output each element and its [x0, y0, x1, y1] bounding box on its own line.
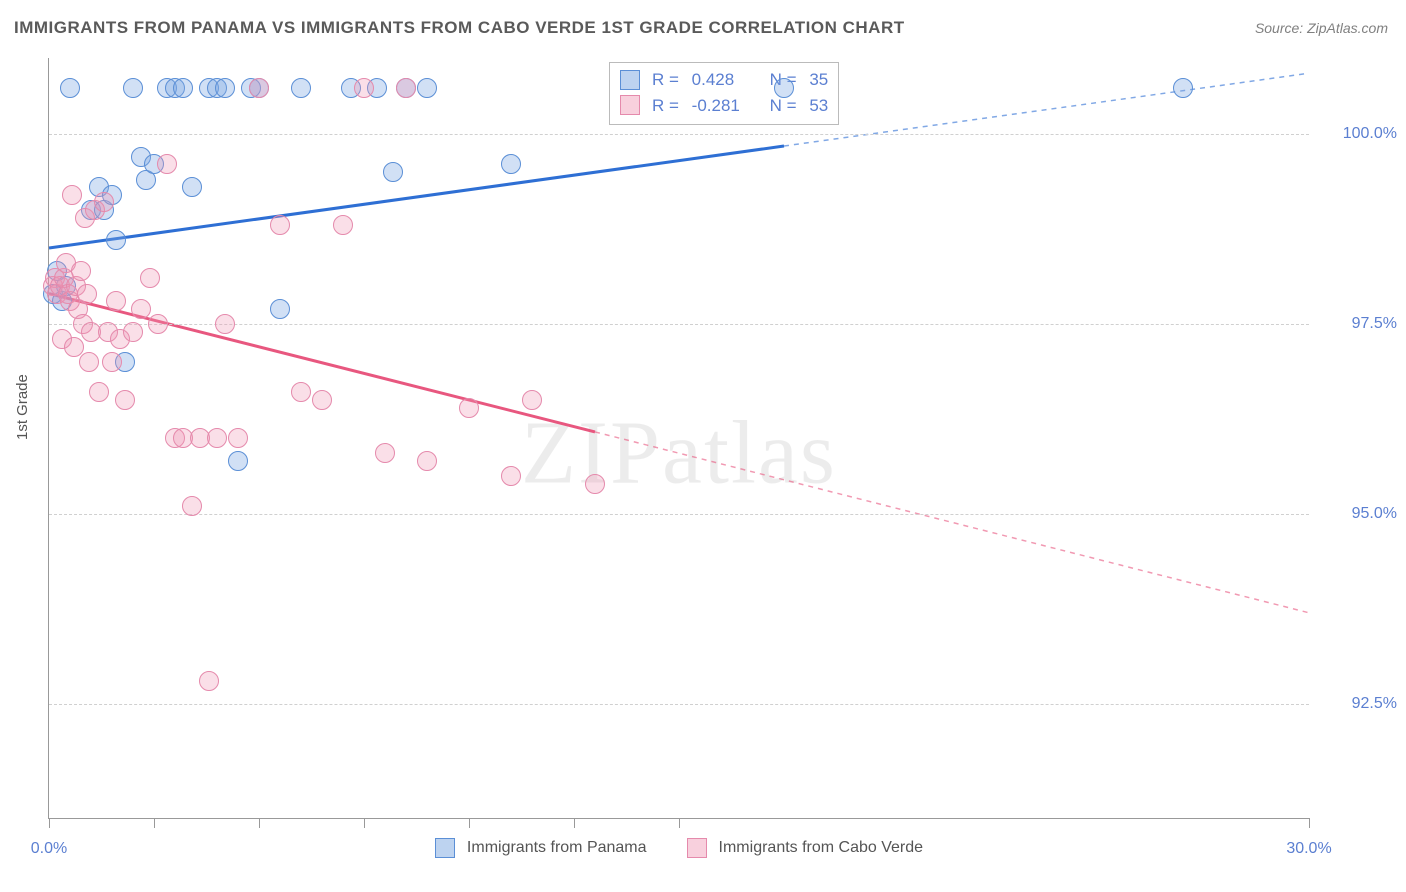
- data-point: [123, 78, 143, 98]
- y-tick-label: 100.0%: [1343, 125, 1397, 143]
- scatter-plot: ZIPatlas R = 0.428N = 35R = -0.281N = 53…: [48, 58, 1309, 819]
- legend-swatch: [435, 838, 455, 858]
- gridline: [49, 514, 1309, 515]
- data-point: [89, 382, 109, 402]
- gridline: [49, 324, 1309, 325]
- y-tick-label: 97.5%: [1352, 315, 1397, 333]
- data-point: [291, 78, 311, 98]
- data-point: [71, 261, 91, 281]
- y-axis-label: 1st Grade: [14, 374, 31, 440]
- data-point: [140, 268, 160, 288]
- data-point: [207, 428, 227, 448]
- gridline: [49, 704, 1309, 705]
- x-tick: [364, 818, 365, 828]
- data-point: [228, 451, 248, 471]
- data-point: [333, 215, 353, 235]
- y-tick-label: 95.0%: [1352, 505, 1397, 523]
- data-point: [131, 299, 151, 319]
- data-point: [94, 192, 114, 212]
- data-point: [228, 428, 248, 448]
- data-point: [215, 314, 235, 334]
- data-point: [77, 284, 97, 304]
- data-point: [1173, 78, 1193, 98]
- gridline: [49, 134, 1309, 135]
- data-point: [79, 352, 99, 372]
- data-point: [182, 496, 202, 516]
- x-tick: [1309, 818, 1310, 828]
- trend-line-dashed: [784, 73, 1309, 146]
- data-point: [199, 671, 219, 691]
- data-point: [501, 154, 521, 174]
- data-point: [522, 390, 542, 410]
- data-point: [383, 162, 403, 182]
- data-point: [215, 78, 235, 98]
- data-point: [396, 78, 416, 98]
- legend-swatch: [687, 838, 707, 858]
- data-point: [270, 215, 290, 235]
- data-point: [249, 78, 269, 98]
- source-text: Source: ZipAtlas.com: [1255, 20, 1388, 36]
- data-point: [60, 78, 80, 98]
- data-point: [182, 177, 202, 197]
- data-point: [354, 78, 374, 98]
- data-point: [102, 352, 122, 372]
- x-tick-label: 0.0%: [31, 840, 67, 858]
- data-point: [157, 154, 177, 174]
- data-point: [115, 390, 135, 410]
- x-tick: [679, 818, 680, 828]
- x-tick: [469, 818, 470, 828]
- series-legend: Immigrants from Panama Immigrants from Ca…: [49, 838, 1309, 858]
- chart-title: IMMIGRANTS FROM PANAMA VS IMMIGRANTS FRO…: [14, 18, 905, 38]
- data-point: [291, 382, 311, 402]
- legend-label: Immigrants from Cabo Verde: [719, 839, 924, 857]
- data-point: [459, 398, 479, 418]
- data-point: [106, 230, 126, 250]
- data-point: [774, 78, 794, 98]
- data-point: [501, 466, 521, 486]
- data-point: [123, 322, 143, 342]
- data-point: [585, 474, 605, 494]
- x-tick: [574, 818, 575, 828]
- legend-item: Immigrants from Panama: [435, 838, 647, 858]
- x-tick: [154, 818, 155, 828]
- legend-item: Immigrants from Cabo Verde: [687, 838, 924, 858]
- data-point: [270, 299, 290, 319]
- data-point: [148, 314, 168, 334]
- x-tick-label: 30.0%: [1286, 840, 1331, 858]
- trend-line-dashed: [595, 432, 1309, 613]
- data-point: [106, 291, 126, 311]
- y-tick-label: 92.5%: [1352, 695, 1397, 713]
- x-tick: [49, 818, 50, 828]
- data-point: [312, 390, 332, 410]
- data-point: [173, 78, 193, 98]
- data-point: [375, 443, 395, 463]
- data-point: [417, 451, 437, 471]
- x-tick: [259, 818, 260, 828]
- data-point: [417, 78, 437, 98]
- data-point: [62, 185, 82, 205]
- legend-label: Immigrants from Panama: [467, 839, 647, 857]
